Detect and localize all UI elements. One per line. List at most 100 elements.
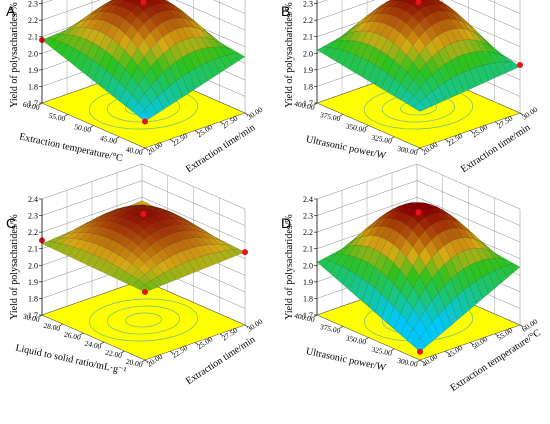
y-tick-label: 325.00 [371,345,393,358]
surface-patch [462,21,476,34]
y-tick [38,102,43,106]
y-tick [121,350,125,354]
z-tick-label: 2.3 [28,0,38,9]
surface-patch [125,76,139,96]
z-axis-label: Yield of polysacharides/% [9,214,20,320]
surface-patch [437,245,451,265]
surface-patch [481,51,496,65]
surface-patch [142,205,156,208]
surface-patch [354,16,368,27]
x-tick [244,324,249,328]
surface-patch [419,80,433,97]
surface-patch [163,85,177,106]
surface-patch [175,231,189,241]
z-tick-label: 1.9 [28,278,38,287]
surface-patch [219,240,233,246]
y-tick [365,125,369,128]
surface-patch [60,27,75,35]
surface-patch [469,280,483,305]
surface-patch [438,307,452,331]
design-point [140,210,147,217]
surface-patch [194,245,208,257]
surface-patch [494,252,508,261]
x-tick [194,342,199,345]
surface-patch [425,91,440,107]
surface-patch [336,50,350,66]
surface-patch [194,48,208,66]
surface-patch [150,241,164,254]
surface-patch [413,101,427,112]
surface-patch [200,25,214,37]
y-tick-label: 20.00 [125,357,144,369]
surface-patch [182,72,196,94]
surface-patch [174,10,189,20]
z-tick-label: 2.2 [28,228,38,237]
x-tick [419,359,424,363]
surface-patch [449,11,464,22]
surface-patch [450,75,464,95]
z-tick-label: 2.1 [303,33,313,42]
surface-patch [188,258,202,273]
y-tick-label: 30.00 [22,312,41,324]
y-tick [116,136,120,139]
surface-patch [219,55,233,70]
surface-patch [187,19,201,30]
z-tick-label: 1.7 [28,311,38,320]
surface-patch [200,228,214,237]
x-tick [494,121,499,124]
surface-patch [138,284,152,293]
surface-patch [157,91,171,110]
surface-patch [231,52,246,61]
y-tick [365,337,369,340]
y-tick-label: 300.00 [396,144,418,157]
z-tick-label: 1.8 [303,82,313,91]
x-tick [144,147,149,151]
y-tick [90,125,94,128]
surface-patch [432,86,446,104]
grid-line-z [316,163,521,210]
z-tick-label: 2.1 [303,245,313,254]
surface-patch [418,246,432,267]
surface-patch [157,273,171,285]
x-tick [144,359,149,363]
x-tick [419,147,424,151]
surface-patch [482,63,496,81]
surface-patch [162,19,176,33]
surface-patch [106,75,120,97]
y-tick [64,114,68,117]
surface-patch [494,267,508,284]
grid-line-z [316,0,521,31]
y-tick [416,147,421,151]
design-point [140,0,147,5]
x-tick [169,139,174,142]
y-tick [80,332,84,336]
surface-patch [488,62,502,78]
surface-patch [219,41,233,50]
y-tick [416,359,421,363]
z-tick-label: 2.2 [28,16,38,25]
surface-patch [386,206,400,214]
surface-patch [200,62,214,82]
surface-patch [387,306,401,330]
surface-patch [213,57,227,74]
surface-patch [406,265,420,288]
response-surface [41,200,246,293]
surface-patch [336,266,350,285]
y-tick-label: 300.00 [396,356,418,369]
z-tick-label: 2.1 [28,245,38,254]
surface-patch [482,273,496,294]
surface-patch [112,81,126,102]
surface-patch [373,6,388,15]
x-tick [494,333,499,336]
surface-patch [368,288,382,313]
z-tick-label: 2.0 [303,261,313,270]
surface-patch [432,314,446,337]
surface-patch [181,248,196,262]
surface-patch [475,235,489,248]
surface-patch [207,59,221,78]
surface-patch [386,0,395,3]
z-tick-label: 2.0 [28,49,38,58]
x-tick-label: 30.00 [520,105,539,122]
